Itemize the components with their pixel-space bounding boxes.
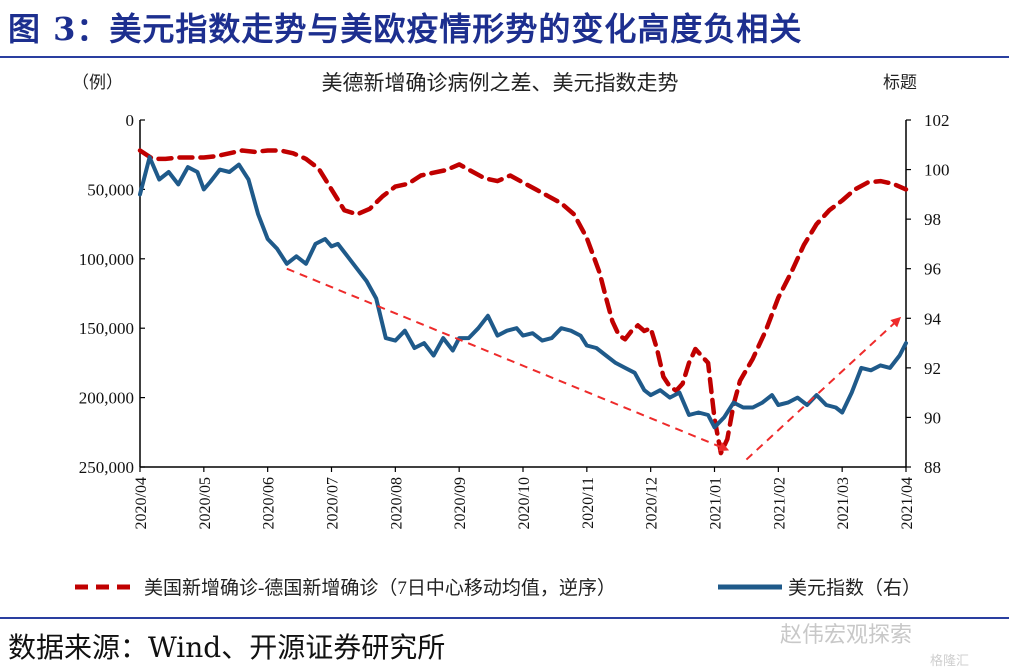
left-axis-unit: （例） <box>72 73 123 92</box>
x-tick-label: 2020/04 <box>133 477 150 529</box>
x-axis-ticks: 2020/04 2020/05 2020/06 2020/07 2020/08 2020/… <box>133 467 916 529</box>
right-tick-label: 92 <box>924 359 941 378</box>
series-layer <box>137 148 909 456</box>
right-tick-label: 102 <box>924 111 950 130</box>
trend-arrow-1 <box>286 267 730 452</box>
series-dollar-index-line <box>138 155 908 430</box>
x-tick-label: 2020/10 <box>516 477 533 529</box>
right-tick-label: 90 <box>924 408 941 427</box>
annotation-layer <box>286 267 902 461</box>
left-axis-ticks: 0 50,000 100,000 150,000 200,000 250,000 <box>79 111 145 477</box>
trend-arrow-2 <box>745 316 902 461</box>
x-tick-label: 2020/11 <box>580 477 597 529</box>
figure-title: 图 3：美元指数走势与美欧疫情形势的变化高度负相关 <box>8 10 803 48</box>
right-tick-label: 88 <box>924 458 941 477</box>
left-tick-label: 200,000 <box>79 389 134 408</box>
x-tick-label: 2021/02 <box>771 477 788 529</box>
left-tick-label: 50,000 <box>87 180 134 199</box>
left-tick-label: 100,000 <box>79 250 134 269</box>
right-axis-unit: 标题 <box>883 73 917 92</box>
series-us-germany-diff-line <box>137 148 909 456</box>
x-tick-label: 2021/04 <box>899 477 916 529</box>
chart-title: 美德新增确诊病例之差、美元指数走势 <box>322 71 679 95</box>
x-tick-label: 2021/03 <box>835 477 852 529</box>
legend-blue-label: 美元指数（右） <box>788 577 921 599</box>
watermark: 赵伟宏观探索 <box>780 623 913 648</box>
x-tick-label: 2020/05 <box>197 477 214 529</box>
left-tick-label: 150,000 <box>79 319 134 338</box>
left-tick-label: 250,000 <box>79 458 134 477</box>
right-tick-label: 96 <box>924 260 941 279</box>
watermark-secondary: 格隆汇 <box>930 654 970 669</box>
title-rule <box>0 56 1009 58</box>
right-tick-label: 94 <box>924 309 942 328</box>
x-tick-label: 2020/09 <box>452 477 469 529</box>
right-axis-ticks: 88 90 92 94 96 98 100 102 <box>906 111 950 477</box>
x-tick-label: 2020/07 <box>325 477 342 529</box>
right-tick-label: 98 <box>924 210 941 229</box>
source-rule <box>0 617 1009 619</box>
x-tick-label: 2020/12 <box>644 477 661 529</box>
source-note: 数据来源：Wind、开源证券研究所 <box>8 631 446 664</box>
x-tick-label: 2020/08 <box>388 477 405 529</box>
right-tick-label: 100 <box>924 161 950 180</box>
axes <box>139 120 907 468</box>
x-tick-label: 2021/01 <box>708 477 725 529</box>
legend-red-label: 美国新增确诊-德国新增确诊（7日中心移动均值，逆序） <box>144 577 616 599</box>
legend: 美国新增确诊-德国新增确诊（7日中心移动均值，逆序） 美元指数（右） <box>75 577 921 599</box>
left-tick-label: 0 <box>126 111 135 130</box>
x-tick-label: 2020/06 <box>261 477 278 529</box>
